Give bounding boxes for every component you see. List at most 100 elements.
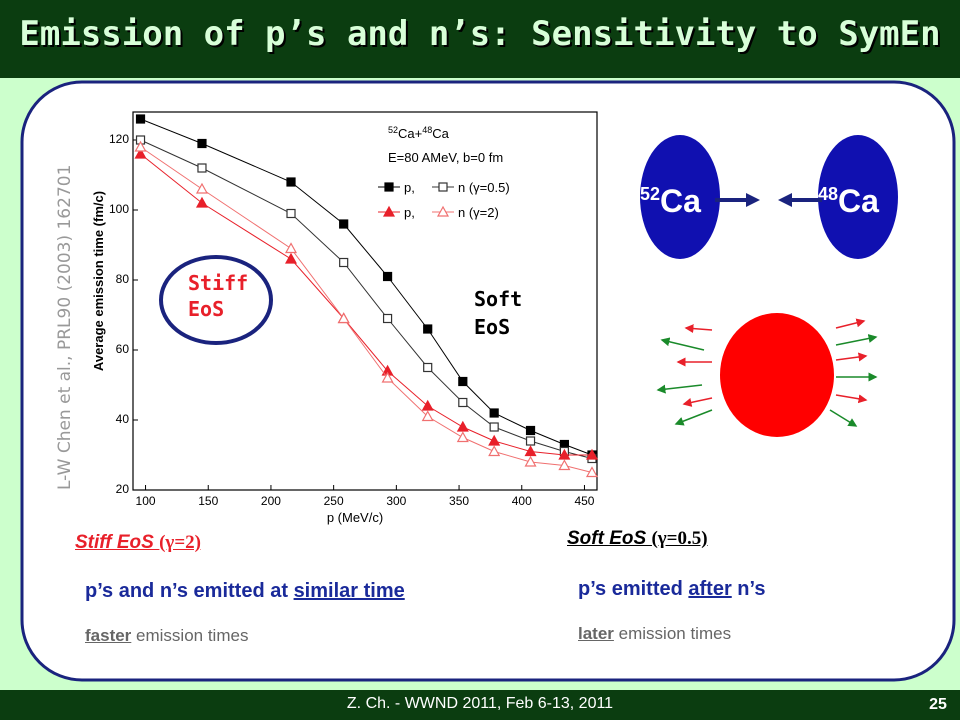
- heading-param: (γ=2): [159, 532, 201, 553]
- marker: [458, 397, 468, 408]
- text: p’s and n’s emitted at: [85, 580, 294, 602]
- legend-marker: [436, 205, 450, 217]
- marker: [134, 140, 147, 152]
- x-tick-label: 150: [198, 494, 218, 508]
- annotation: E=80 AMeV, b=0 fm: [388, 150, 503, 165]
- marker: [337, 312, 350, 324]
- marker: [134, 147, 147, 159]
- marker: [286, 177, 296, 187]
- marker: [524, 455, 537, 467]
- marker: [423, 362, 433, 373]
- legend-marker: [382, 205, 396, 217]
- marker: [489, 408, 499, 418]
- marker: [339, 219, 349, 229]
- element: Ca: [660, 183, 701, 219]
- soft-label: EoS: [474, 315, 510, 339]
- y-tick-label: 20: [116, 482, 130, 496]
- marker: [585, 466, 599, 478]
- marker: [284, 242, 298, 254]
- marker: [284, 252, 298, 264]
- legend-label: n (γ=0.5): [458, 180, 510, 195]
- marker: [488, 434, 501, 446]
- marker: [286, 208, 296, 219]
- stiff-label: EoS: [188, 297, 224, 321]
- text: n’s: [731, 578, 766, 600]
- soft-label: Soft: [474, 287, 522, 311]
- x-axis-label: p (MeV/c): [327, 510, 383, 525]
- x-tick-label: 400: [512, 494, 532, 508]
- marker: [488, 445, 501, 457]
- annotation: 52Ca+48Ca: [388, 125, 450, 141]
- underlined: after: [688, 578, 732, 600]
- x-tick-label: 350: [449, 494, 469, 508]
- x-tick-label: 450: [574, 494, 594, 508]
- stiff-heading: Stiff EoS (γ=2): [75, 532, 201, 554]
- page-number: 25: [929, 696, 947, 713]
- y-axis-label: Average emission time (fm/c): [91, 191, 106, 371]
- x-tick-label: 250: [324, 494, 344, 508]
- y-tick-label: 40: [116, 412, 130, 426]
- x-tick-label: 100: [136, 494, 156, 508]
- marker: [458, 376, 468, 387]
- heading-text: Stiff EoS: [75, 532, 160, 553]
- nucleus: [640, 135, 720, 259]
- text: p’s emitted: [578, 578, 689, 600]
- element: Ca: [838, 183, 879, 219]
- marker: [135, 114, 146, 124]
- title: Emission of p’s and n’s: Sensitivity to …: [19, 14, 940, 54]
- y-tick-label: 60: [116, 342, 130, 356]
- marker: [421, 410, 434, 422]
- y-tick-label: 120: [109, 132, 129, 146]
- y-tick-label: 80: [116, 272, 130, 286]
- marker: [381, 371, 394, 383]
- mass-number: 48: [422, 125, 432, 135]
- heading-text: Soft EoS: [567, 528, 652, 549]
- legend-marker: [438, 182, 448, 192]
- title-bar: [0, 0, 960, 78]
- underlined: similar time: [293, 580, 405, 602]
- marker: [456, 431, 469, 443]
- legend-label: p,: [404, 205, 415, 220]
- mass-number: 48: [818, 184, 838, 204]
- legend-label: n (γ=2): [458, 205, 499, 220]
- underlined: later: [578, 624, 614, 643]
- marker: [558, 448, 571, 460]
- mass-number: 52: [640, 184, 660, 204]
- stiff-oval: [159, 255, 273, 345]
- arrowhead: [778, 193, 792, 207]
- legend-marker: [384, 182, 394, 192]
- soft-line1: p’s emitted after n’s: [578, 578, 765, 601]
- x-tick-label: 300: [386, 494, 406, 508]
- arrowhead: [746, 193, 760, 207]
- marker: [195, 196, 208, 208]
- marker: [456, 420, 469, 432]
- citation: L-W Chen et al., PRL90 (2003) 162701: [55, 165, 75, 490]
- marker: [558, 459, 571, 471]
- text: emission times: [613, 624, 732, 643]
- marker: [421, 399, 434, 411]
- marker: [585, 448, 599, 460]
- marker: [525, 436, 536, 446]
- mass-number: 52: [388, 125, 398, 135]
- heading-param: (γ=0.5): [651, 528, 708, 549]
- stiff-line1: p’s and n’s emitted at similar time: [85, 580, 405, 603]
- footer-text: Z. Ch. - WWND 2011, Feb 6-13, 2011: [347, 695, 613, 712]
- soft-line2: later emission times: [578, 624, 731, 644]
- legend-label: p,: [404, 180, 415, 195]
- element: Ca+: [398, 126, 422, 141]
- stiff-label: Stiff: [188, 271, 248, 295]
- marker: [423, 324, 433, 334]
- marker: [382, 313, 393, 324]
- marker: [525, 425, 536, 436]
- marker: [197, 163, 207, 173]
- nucleus-label: 52Ca: [640, 183, 701, 219]
- marker: [197, 138, 207, 149]
- title-shadow: Emission of p’s and n’s: Sensitivity to …: [21, 16, 942, 56]
- marker: [489, 422, 499, 432]
- marker: [382, 271, 393, 282]
- text: emission times: [131, 626, 249, 645]
- stiff-line2: faster emission times: [85, 626, 248, 646]
- element: Ca: [432, 126, 449, 141]
